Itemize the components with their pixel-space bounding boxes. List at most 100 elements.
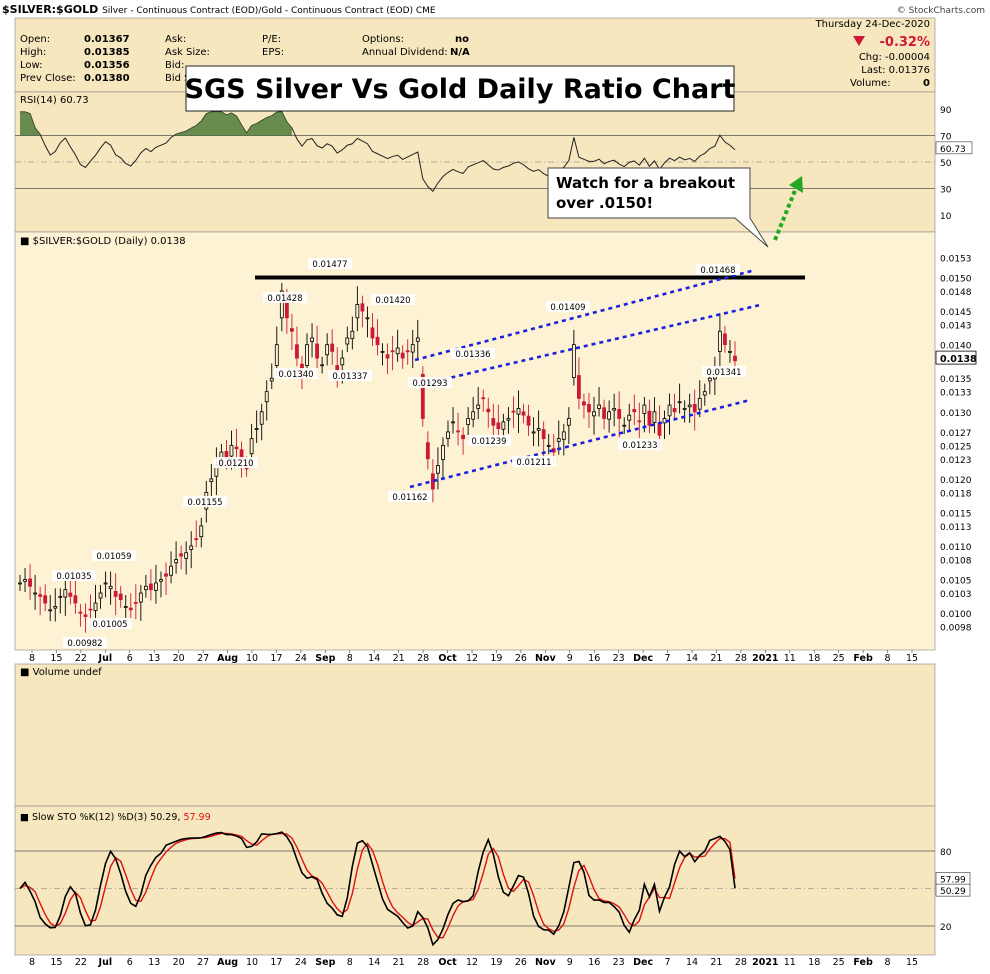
candle-down: [315, 343, 319, 359]
candle-up: [556, 438, 561, 442]
candle-up: [446, 431, 450, 440]
candle-down: [617, 409, 622, 419]
candle-up: [269, 377, 274, 382]
candle-up: [199, 525, 204, 538]
candle-up: [184, 552, 189, 559]
candle-up: [536, 428, 541, 431]
candle-down: [486, 408, 491, 413]
sto-k-line: [19, 831, 736, 947]
candle-down: [113, 590, 118, 597]
sto-tick-label: 80: [940, 848, 952, 858]
candle-up: [53, 606, 58, 609]
last-price-value: 0.0138: [940, 354, 977, 365]
breakout-arrow-head-icon: [789, 176, 803, 193]
x-axis-label-top: 10: [246, 653, 258, 664]
candle-up: [466, 418, 471, 425]
candle-down: [149, 583, 153, 591]
candle-up: [642, 404, 647, 414]
price-annotation-bg: [183, 496, 227, 507]
price-annotation: 0.01005: [92, 620, 127, 630]
volume-label: Volume:: [850, 78, 891, 89]
price-annotation-bg: [263, 292, 307, 303]
candle-up: [652, 411, 657, 423]
x-axis-label-top: 8: [29, 653, 35, 664]
candle-down: [511, 410, 516, 413]
price-annotation: 0.01035: [56, 572, 91, 582]
candle-down: [38, 594, 43, 597]
x-axis-label-top: Aug: [217, 653, 238, 664]
price-annotation-bg: [408, 377, 452, 388]
candle-down: [577, 375, 581, 399]
price-tick-label: 0.0125: [940, 442, 972, 452]
quote-label: Open:: [20, 34, 50, 45]
change-percent: -0.32%: [880, 35, 931, 50]
volume-panel: [14, 663, 936, 807]
x-axis-label-bottom: 8: [29, 957, 35, 968]
candle-up: [209, 478, 214, 482]
candle-up: [380, 350, 385, 353]
x-axis-label-top: 19: [490, 653, 502, 664]
price-annotation-bg: [512, 456, 556, 467]
candle-up: [63, 589, 68, 598]
candle-down: [496, 422, 501, 429]
price-tick-label: 0.0110: [940, 543, 972, 553]
price-annotation-bg: [52, 570, 96, 581]
candle-up: [249, 438, 254, 455]
candle-down: [657, 423, 662, 436]
x-axis-label-bottom: Oct: [438, 957, 457, 968]
options-value: no: [455, 34, 469, 45]
x-axis-label-top: 22: [75, 653, 87, 664]
x-axis-label-top: 26: [515, 653, 527, 664]
x-axis-label-top: 7: [665, 653, 671, 664]
candle-up: [546, 444, 551, 447]
x-axis-label-bottom: 27: [197, 957, 209, 968]
price-annotation: 0.01239: [471, 437, 506, 447]
volume-panel-label: ■ Volume undef: [20, 667, 102, 678]
x-axis-label-top: 2021: [752, 653, 778, 664]
candle-up: [476, 404, 481, 409]
candle-up: [169, 565, 173, 576]
candle-up: [717, 330, 722, 352]
price-annotation-bg: [451, 348, 495, 359]
candle-up: [597, 404, 601, 409]
price-tick-label: 0.0130: [940, 409, 972, 419]
sto-label: ■ Slow STO %K(12) %D(3) 50.29, 57.99: [20, 812, 211, 823]
candle-up: [33, 592, 38, 595]
candle-up: [108, 585, 113, 590]
candle-down: [133, 602, 138, 604]
price-annotation-bg: [702, 366, 746, 377]
candle-down: [405, 350, 410, 353]
quote-value: 0.01385: [84, 47, 130, 58]
candle-down: [330, 343, 335, 352]
price-tick-label: 0.0127: [940, 429, 972, 439]
quote-date: Thursday 24-Dec-2020: [815, 19, 930, 30]
price-annotation: 0.01233: [622, 441, 657, 451]
candle-up: [365, 317, 370, 320]
price-tick-label: 0.0143: [940, 322, 972, 332]
candle-up: [682, 408, 687, 410]
price-tick-label: 0.0118: [940, 489, 972, 499]
down-arrow-icon: [853, 36, 865, 46]
candle-down: [194, 538, 199, 541]
x-axis-label-top: Jul: [98, 653, 113, 664]
candle-up: [18, 582, 22, 585]
breakout-arrow-line: [773, 187, 798, 241]
x-axis-label-bottom: 18: [808, 957, 820, 968]
x-axis-label-bottom: 21: [393, 957, 405, 968]
watermark: © StockCharts.com: [897, 6, 985, 16]
price-annotation-bg: [88, 618, 132, 629]
price-annotation: 0.01420: [375, 296, 410, 306]
x-axis-label-top: 6: [127, 653, 133, 664]
candle-up: [501, 421, 506, 430]
candle-down: [425, 442, 430, 460]
quote-label: Low:: [20, 60, 43, 71]
rsi-overbought-area: [176, 111, 292, 136]
candle-up: [154, 582, 158, 591]
quote-pe-label: EPS:: [262, 47, 284, 58]
candle-up: [410, 344, 415, 353]
candle-down: [164, 573, 168, 577]
x-axis-label-top: Nov: [535, 653, 556, 664]
candle-up: [23, 579, 27, 582]
candle-down: [370, 327, 375, 339]
price-tick-label: 0.0140: [940, 342, 972, 352]
